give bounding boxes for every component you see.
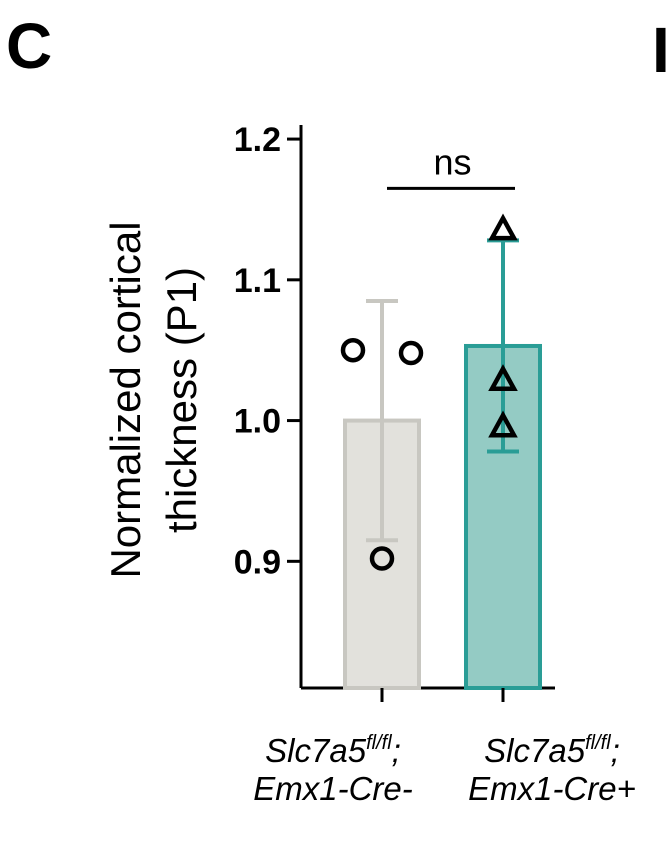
- plot-area: 0.91.01.11.2nsSlc7a5fl/fl;Emx1-Cre-Slc7a…: [234, 121, 636, 807]
- category-label-line2: Emx1-Cre-: [253, 770, 413, 807]
- significance-label: ns: [433, 141, 471, 182]
- category-label-line1: Slc7a5fl/fl;: [484, 732, 620, 769]
- data-point: [488, 364, 518, 392]
- y-tick-label: 1.2: [234, 121, 281, 159]
- data-point: [369, 546, 395, 571]
- data-point: [488, 410, 518, 438]
- y-tick-label: 1.1: [234, 262, 281, 300]
- panel-label: C: [6, 10, 52, 82]
- y-tick-label: 1.0: [234, 403, 281, 441]
- y-axis-title-line2: thickness (P1): [158, 267, 205, 533]
- y-axis-title-line1: Normalized cortical: [102, 221, 149, 578]
- category-label-line2: Emx1-Cre+: [468, 770, 636, 807]
- y-axis-title: Normalized cortical thickness (P1): [102, 221, 205, 578]
- data-point: [398, 340, 424, 366]
- category-label-line1: Slc7a5fl/fl;: [265, 732, 401, 769]
- next-panel-label: I: [652, 14, 666, 86]
- y-tick-label: 0.9: [234, 543, 281, 581]
- data-point: [488, 213, 518, 241]
- data-point: [340, 337, 366, 363]
